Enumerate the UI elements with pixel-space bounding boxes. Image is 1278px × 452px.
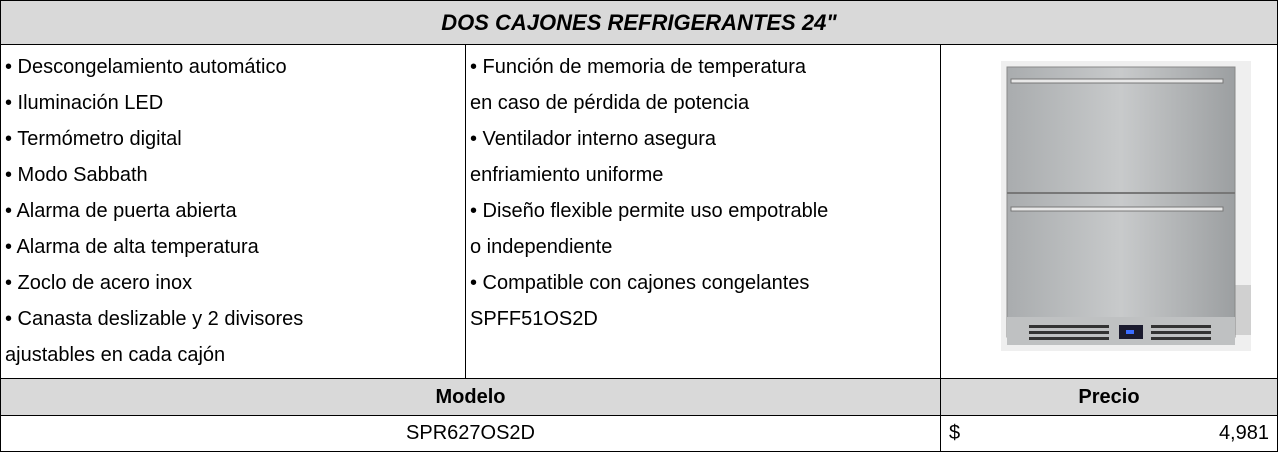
column-header: Modelo xyxy=(0,378,941,416)
price: 4,981 xyxy=(1218,422,1269,444)
model-cell: SPR627OS2D xyxy=(0,415,941,452)
feature-line: • Iluminación LED xyxy=(5,92,164,114)
feature-line: • Función de memoria de temperatura xyxy=(470,56,807,78)
feature-line: • Ventilador interno asegura xyxy=(470,128,717,150)
feature-line: • Zoclo de acero inox xyxy=(5,272,193,294)
feature-line: ajustables en cada cajón xyxy=(5,344,226,366)
feature-line: enfriamiento uniforme xyxy=(470,164,664,186)
feature-line: • Diseño flexible permite uso empotrable xyxy=(470,200,829,222)
feature-column: • Función de memoria de temperatura en ca… xyxy=(465,44,941,379)
currency: $ xyxy=(949,422,961,444)
feature-line: • Compatible con cajones congelantes xyxy=(470,272,810,294)
feature-line: o independiente xyxy=(470,236,613,258)
feature-line: SPFF51OS2D xyxy=(470,308,598,330)
column-header: Precio xyxy=(940,378,1278,416)
feature-line: • Descongelamiento automático xyxy=(5,56,287,78)
feature-line: • Alarma de puerta abierta xyxy=(5,200,237,222)
title: DOS CAJONES REFRIGERANTES 24" xyxy=(0,0,1278,45)
product-image xyxy=(1001,61,1251,351)
price-cell: $ 4,981 xyxy=(940,415,1278,452)
feature-line: • Modo Sabbath xyxy=(5,164,148,186)
feature-line: • Canasta deslizable y 2 divisores xyxy=(5,308,304,330)
feature-column: • Descongelamiento automático • Iluminaci… xyxy=(0,44,466,379)
feature-line: • Termómetro digital xyxy=(5,128,182,150)
feature-line: en caso de pérdida de potencia xyxy=(470,92,750,114)
image-cell xyxy=(940,44,1278,379)
feature-line: • Alarma de alta temperatura xyxy=(5,236,259,258)
